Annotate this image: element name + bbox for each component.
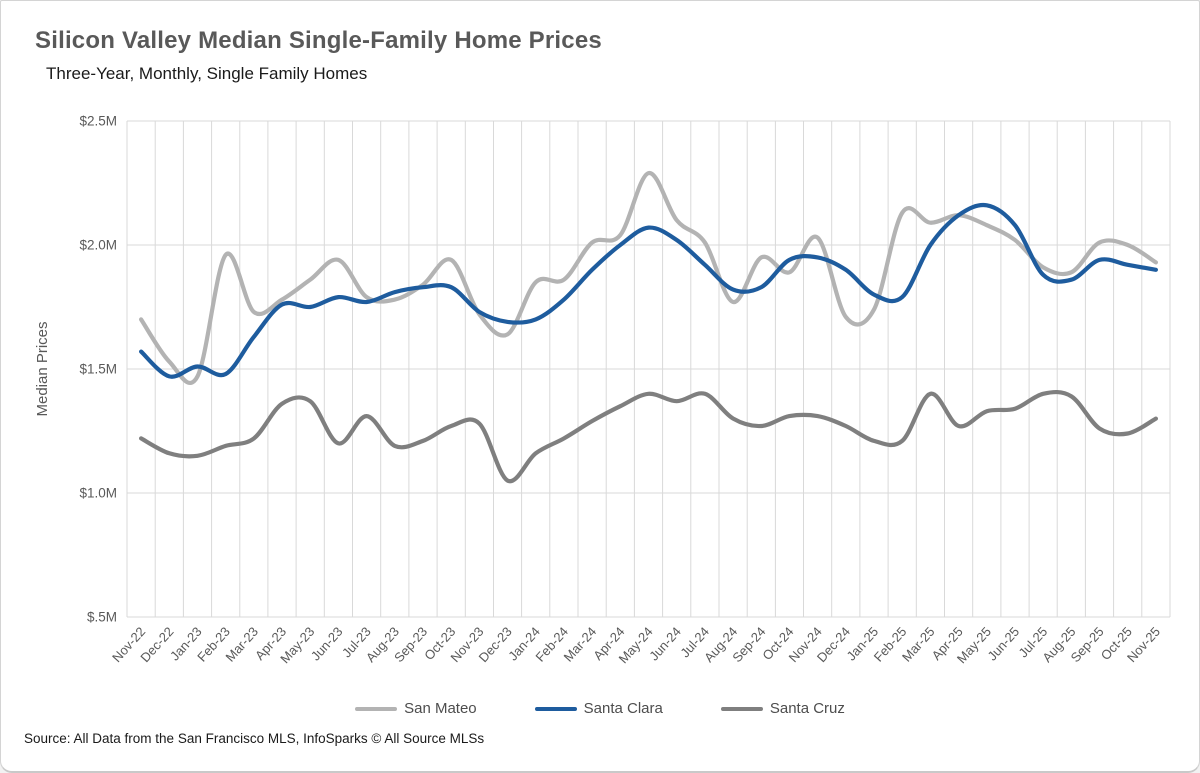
series-line-san-mateo	[139, 171, 1158, 386]
page-subtitle: Three-Year, Monthly, Single Family Homes	[46, 64, 368, 83]
x-tick-label: Jun-25	[984, 624, 1022, 664]
y-tick-label: $1.5M	[79, 362, 117, 377]
san-mateo-line-swatch	[355, 706, 398, 711]
legend-label: Santa Cruz	[769, 700, 845, 717]
y-axis-title: Median Prices	[34, 321, 51, 416]
santa-cruz-line-swatch	[720, 706, 763, 711]
x-tick-label: Jun-24	[646, 624, 684, 664]
legend-item-santa-clara: Santa Clara	[534, 700, 663, 717]
page-title: Silicon Valley Median Single-Family Home…	[35, 27, 602, 54]
source-note: Source: All Data from the San Francisco …	[24, 731, 485, 746]
series-line-santa-cruz	[139, 389, 1158, 484]
legend-item-santa-cruz: Santa Cruz	[720, 700, 845, 717]
legend-label: Santa Clara	[583, 700, 663, 717]
santa-clara-line-swatch	[534, 706, 577, 711]
y-tick-label: $.5M	[87, 610, 117, 625]
series-line-santa-clara	[139, 202, 1158, 379]
y-tick-label: $2.0M	[79, 238, 117, 253]
chart-legend: San Mateo Santa Clara Santa Cruz	[1, 700, 1199, 717]
y-tick-label: $2.5M	[79, 114, 117, 129]
legend-item-san-mateo: San Mateo	[355, 700, 477, 717]
y-tick-label: $1.0M	[79, 486, 117, 501]
legend-label: San Mateo	[404, 700, 477, 717]
x-tick-label: Jun-23	[308, 624, 346, 664]
